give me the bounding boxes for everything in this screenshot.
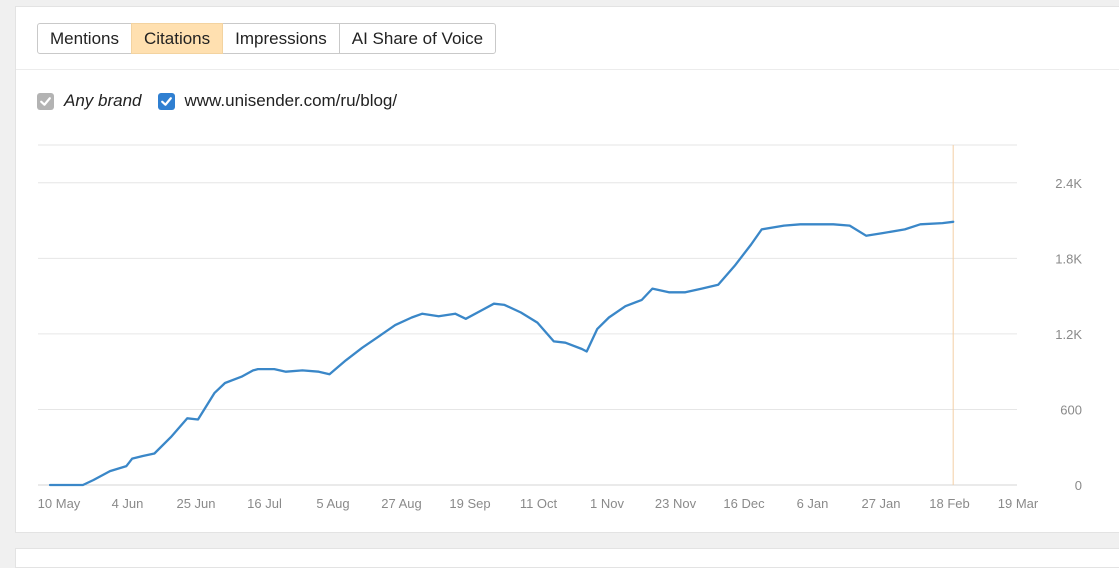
x-tick-label: 18 Feb: [929, 496, 969, 511]
any-brand-checkbox-icon[interactable]: [37, 92, 54, 110]
legend-unisender-blog[interactable]: www.unisender.com/ru/blog/: [157, 91, 398, 111]
citations-line-chart: 0 600 1.2K 1.8K 2.4K 10 May 4 Jun 25 Jun 16 Jul 5…: [38, 144, 1082, 511]
x-tick-label: 5 Aug: [316, 496, 349, 511]
tab-ai-share-of-voice[interactable]: AI Share of Voice: [338, 23, 497, 54]
chart-legend: Any brand www.unisender.com/ru/blog/: [37, 91, 397, 111]
x-tick-label: 16 Dec: [723, 496, 765, 511]
x-tick-label: 25 Jun: [176, 496, 215, 511]
x-tick-label: 19 Mar: [998, 496, 1039, 511]
y-tick-label: 1.2K: [1055, 327, 1082, 342]
tab-citations[interactable]: Citations: [130, 23, 224, 54]
x-tick-label: 16 Jul: [247, 496, 282, 511]
y-tick-label: 2.4K: [1055, 176, 1082, 191]
tab-divider: [16, 69, 1119, 70]
metric-tabs: Mentions Citations Impressions AI Share …: [37, 23, 497, 54]
x-tick-label: 1 Nov: [590, 496, 624, 511]
tab-impressions[interactable]: Impressions: [222, 23, 340, 54]
x-tick-label: 23 Nov: [655, 496, 697, 511]
series-line-unisender-blog: [48, 220, 955, 487]
tab-mentions[interactable]: Mentions: [37, 23, 132, 54]
x-tick-label: 27 Jan: [861, 496, 900, 511]
y-tick-label: 1.8K: [1055, 251, 1082, 266]
x-tick-label: 4 Jun: [112, 496, 144, 511]
x-tick-label: 10 May: [38, 496, 81, 511]
legend-label-unisender-blog: www.unisender.com/ru/blog/: [184, 91, 398, 110]
legend-label-any-brand: Any brand: [64, 91, 142, 110]
x-tick-label: 27 Aug: [381, 496, 422, 511]
x-tick-label: 6 Jan: [797, 496, 829, 511]
y-tick-label: 0: [1075, 478, 1082, 493]
chart-card: Mentions Citations Impressions AI Share …: [15, 6, 1119, 533]
x-tick-label: 19 Sep: [449, 496, 490, 511]
y-tick-label: 600: [1060, 402, 1082, 417]
next-card: [15, 548, 1119, 568]
unisender-blog-checkbox-icon[interactable]: [157, 92, 175, 110]
x-tick-label: 11 Oct: [520, 496, 558, 511]
legend-any-brand[interactable]: Any brand: [37, 91, 142, 111]
